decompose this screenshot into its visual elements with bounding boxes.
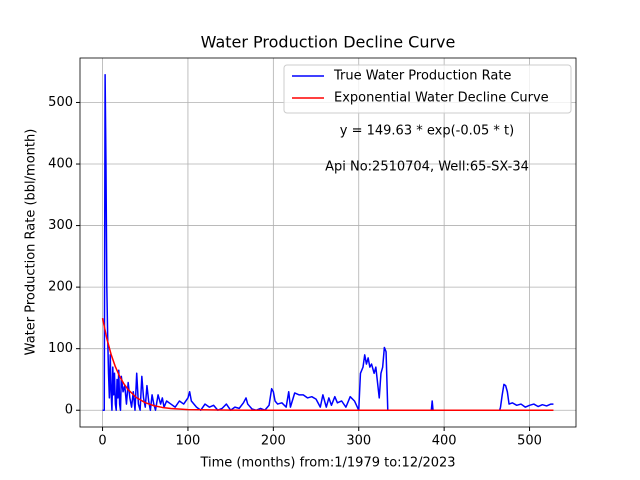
x-tick-label: 200 [261,434,286,449]
x-axis-label: Time (months) from:1/1979 to:12/2023 [199,456,455,471]
y-tick-label: 0 [65,403,73,418]
y-tick-label: 100 [48,341,73,356]
y-tick-label: 300 [48,218,73,233]
x-tick-label: 500 [517,434,542,449]
chart-title: Water Production Decline Curve [201,33,456,52]
annotation: Api No:2510704, Well:65-SX-34 [325,160,529,175]
data-line [101,317,554,411]
x-tick-label: 300 [346,434,371,449]
y-tick-label: 200 [48,280,73,295]
y-tick-label: 400 [48,157,73,172]
x-tick-label: 100 [176,434,201,449]
y-axis-label: Water Production Rate (bbl/month) [24,129,39,356]
y-tick-label: 500 [48,95,73,110]
legend-box [283,64,572,114]
legend-label: Exponential Water Decline Curve [334,91,549,106]
plot-frame [79,57,577,428]
x-tick-label: 0 [98,434,106,449]
x-tick-label: 400 [432,434,457,449]
legend-label: True Water Production Rate [333,69,511,84]
annotation: y = 149.63 * exp(-0.05 * t) [340,124,514,139]
